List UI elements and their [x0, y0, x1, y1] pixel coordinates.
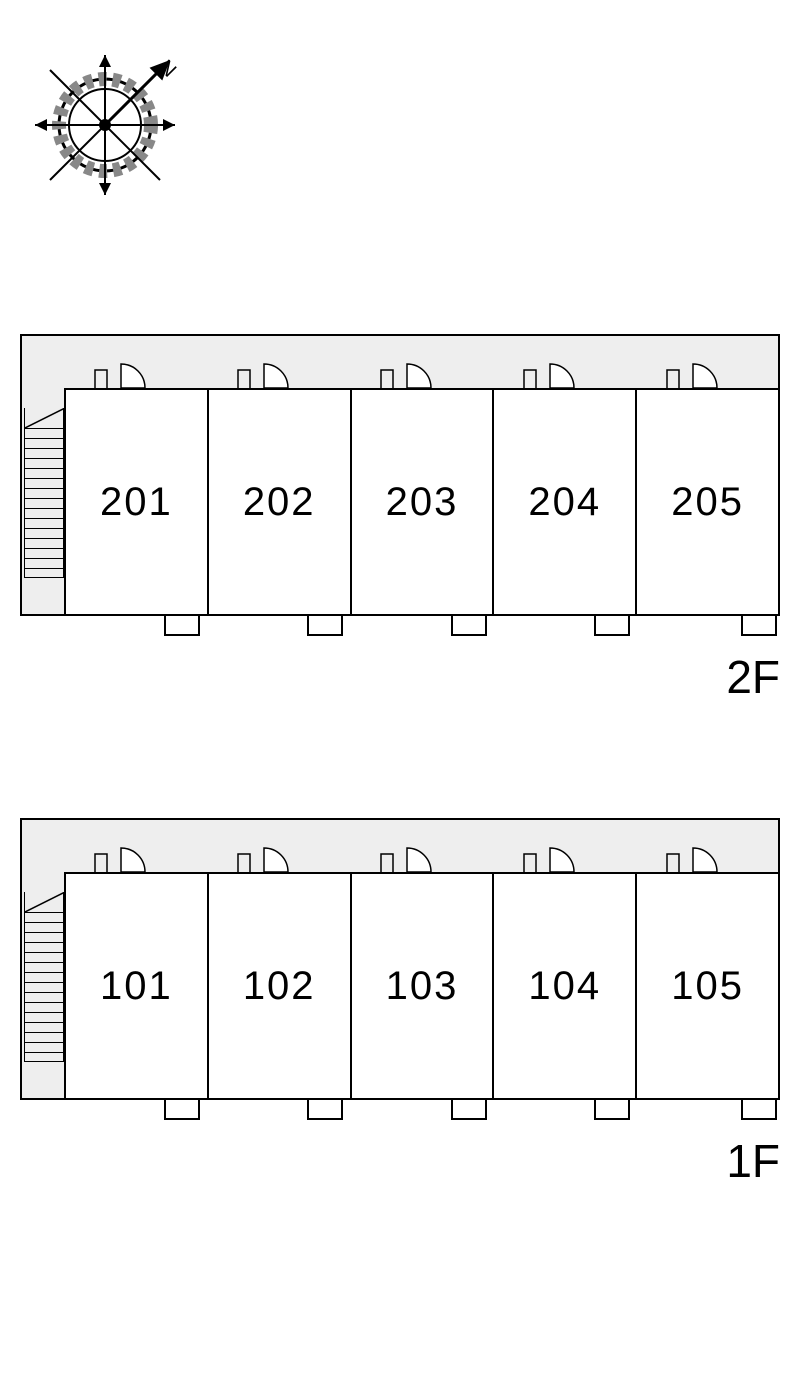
room-102: 102	[209, 872, 352, 1100]
room-201: 201	[64, 388, 209, 616]
room-label: 103	[386, 964, 459, 1009]
foot-tabs-1f	[64, 1100, 780, 1122]
wall-notch	[741, 1098, 777, 1120]
door-icon	[93, 844, 153, 872]
foot-tabs-2f	[64, 616, 780, 638]
floorplan-canvas: N 201 202 203 204 205 2F 101	[0, 0, 800, 1373]
room-label: 203	[386, 480, 459, 525]
room-203: 203	[352, 388, 495, 616]
wall-notch	[451, 614, 487, 636]
room-label: 102	[243, 964, 316, 1009]
room-104: 104	[494, 872, 637, 1100]
wall-notch	[741, 614, 777, 636]
room-202: 202	[209, 388, 352, 616]
door-icon	[522, 360, 582, 388]
floor-label-2f: 2F	[726, 650, 780, 704]
door-icon	[522, 844, 582, 872]
stairs-2f	[24, 408, 64, 578]
wall-notch	[164, 614, 200, 636]
stair-column-1f	[20, 872, 64, 1100]
room-101: 101	[64, 872, 209, 1100]
door-icon	[93, 360, 153, 388]
door-icon	[379, 844, 439, 872]
room-label: 105	[671, 964, 744, 1009]
rooms-2f: 201 202 203 204 205	[64, 388, 780, 616]
room-label: 104	[528, 964, 601, 1009]
compass-rose: N	[30, 30, 200, 200]
door-icon	[665, 844, 725, 872]
room-label: 204	[528, 480, 601, 525]
wall-notch	[594, 614, 630, 636]
wall-notch	[451, 1098, 487, 1120]
room-label: 202	[243, 480, 316, 525]
room-105: 105	[637, 872, 780, 1100]
compass-north-label: N	[154, 56, 180, 82]
stairs-1f	[24, 892, 64, 1062]
room-204: 204	[494, 388, 637, 616]
room-label: 201	[100, 480, 173, 525]
doors-2f	[64, 360, 780, 388]
floor-label-1f: 1F	[726, 1134, 780, 1188]
door-icon	[379, 360, 439, 388]
room-103: 103	[352, 872, 495, 1100]
door-icon	[665, 360, 725, 388]
doors-1f	[64, 844, 780, 872]
wall-notch	[307, 1098, 343, 1120]
door-icon	[236, 844, 296, 872]
wall-notch	[164, 1098, 200, 1120]
rooms-1f: 101 102 103 104 105	[64, 872, 780, 1100]
room-205: 205	[637, 388, 780, 616]
room-label: 101	[100, 964, 173, 1009]
stair-column-2f	[20, 388, 64, 616]
room-label: 205	[671, 480, 744, 525]
door-icon	[236, 360, 296, 388]
wall-notch	[307, 614, 343, 636]
wall-notch	[594, 1098, 630, 1120]
